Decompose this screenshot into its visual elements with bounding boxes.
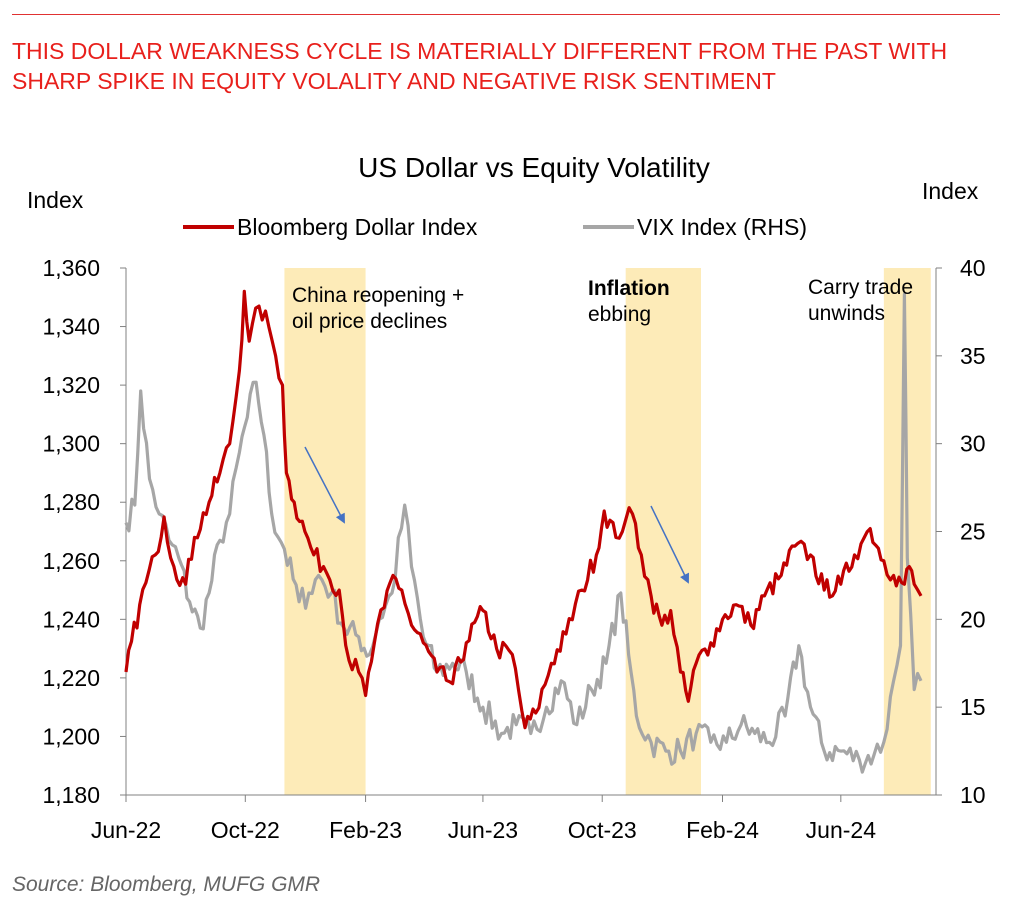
annotations: China reopening + oil price declines Infla… [292, 276, 913, 584]
right-tick-label: 30 [960, 431, 986, 457]
right-tick-label: 20 [960, 606, 986, 632]
legend-label-vix: VIX Index (RHS) [637, 214, 807, 240]
shaded-period-label: ebbing [588, 303, 651, 326]
shaded-period-0 [284, 268, 366, 795]
x-tick-label: Oct-22 [211, 817, 280, 843]
left-tick-label: 1,220 [42, 665, 100, 691]
right-axis-label: Index [922, 178, 979, 204]
left-tick-label: 1,180 [42, 782, 100, 808]
axes: 1,360 1,340 1,320 1,300 1,280 1,260 1,240 1,220… [42, 255, 985, 843]
vix-series-line [124, 292, 923, 774]
trend-arrow-china [304, 446, 345, 524]
shaded-period-label: oil price declines [292, 310, 447, 333]
left-tick-label: 1,260 [42, 548, 100, 574]
left-tick-label: 1,340 [42, 314, 100, 340]
x-tick-label: Jun-23 [448, 817, 518, 843]
shaded-periods [284, 268, 931, 795]
x-tick-label: Jun-24 [806, 817, 877, 843]
x-tick-label: Feb-23 [329, 817, 402, 843]
x-tick-label: Feb-24 [686, 817, 759, 843]
x-tick-label: Jun-22 [91, 817, 161, 843]
left-tick-label: 1,200 [42, 723, 100, 749]
left-tick-label: 1,300 [42, 431, 100, 457]
shaded-period-label: unwinds [808, 302, 885, 325]
left-tick-label: 1,240 [42, 606, 100, 632]
dollar-index-series-line [124, 289, 923, 730]
trend-arrow-inflation [650, 505, 689, 584]
left-tick-label: 1,320 [42, 372, 100, 398]
top-rule [12, 14, 1000, 15]
left-tick-label: 1,280 [42, 489, 100, 515]
right-tick-label: 35 [960, 343, 986, 369]
right-tick-label: 15 [960, 694, 986, 720]
right-tick-label: 25 [960, 519, 986, 545]
shaded-period-label: Inflation [588, 277, 670, 300]
right-tick-label: 40 [960, 255, 986, 281]
shaded-period-label: China reopening + [292, 284, 464, 307]
right-tick-label: 10 [960, 782, 986, 808]
source-note: Source: Bloomberg, MUFG GMR [12, 873, 321, 896]
shaded-period-label: Carry trade [808, 276, 913, 299]
legend-label-dollar: Bloomberg Dollar Index [237, 214, 478, 240]
chart-title: US Dollar vs Equity Volatility [358, 152, 710, 183]
x-tick-label: Oct-23 [568, 817, 637, 843]
series-lines [124, 289, 923, 774]
headline: THIS DOLLAR WEAKNESS CYCLE IS MATERIALLY… [12, 38, 948, 94]
left-axis-label: Index [27, 187, 84, 213]
left-tick-label: 1,360 [42, 255, 100, 281]
